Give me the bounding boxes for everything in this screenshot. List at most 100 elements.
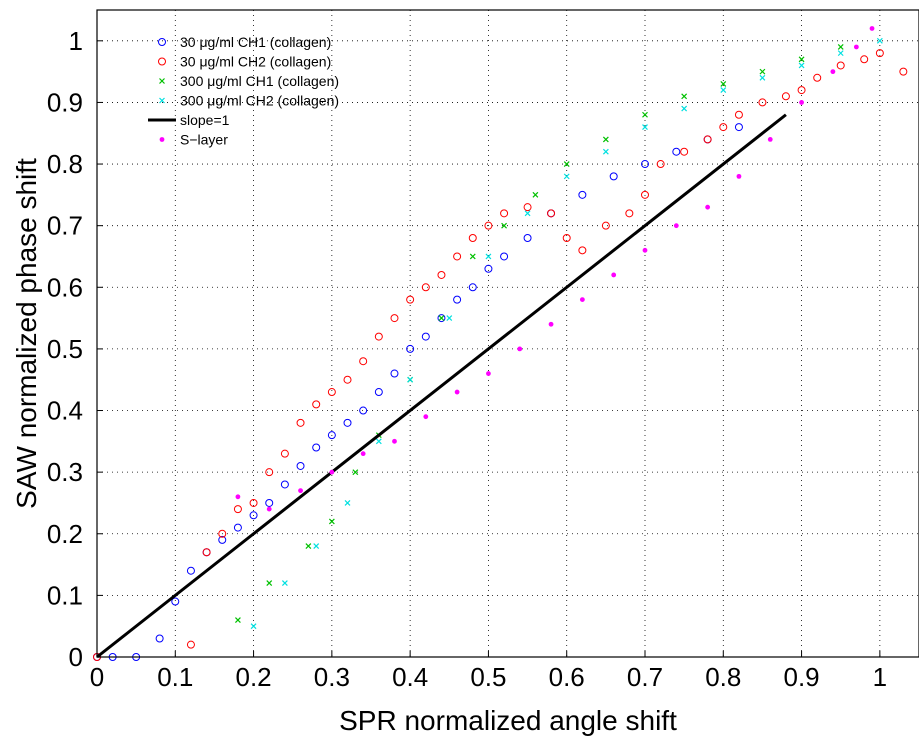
data-point <box>327 388 336 397</box>
data-point <box>344 500 351 506</box>
data-point <box>359 357 368 366</box>
data-point <box>673 223 679 229</box>
data-point <box>423 414 429 420</box>
data-point <box>705 204 711 210</box>
data-point <box>642 111 648 118</box>
legend-label: 30 μg/ml CH2 (collagen) <box>180 54 331 70</box>
data-point <box>186 640 195 649</box>
data-point <box>171 597 180 606</box>
data-point <box>392 438 397 444</box>
data-point <box>736 173 742 179</box>
data-point <box>734 123 743 132</box>
data-point <box>524 210 531 217</box>
data-point <box>860 55 869 64</box>
plot-frame <box>96 9 919 658</box>
data-point <box>517 346 523 352</box>
data-point <box>312 443 321 452</box>
legend-swatch <box>158 38 166 46</box>
data-point <box>758 98 767 107</box>
y-tick-label: 0.8 <box>47 149 83 179</box>
data-point <box>703 135 712 144</box>
y-tick-label: 0.9 <box>47 87 83 117</box>
data-point <box>159 78 165 84</box>
legend-swatch <box>159 97 165 104</box>
data-point <box>265 498 274 507</box>
data-point <box>484 264 493 273</box>
legend-label: S−layer <box>180 132 228 148</box>
y-tick-label: 0.5 <box>47 334 83 364</box>
legend-entry: slope=1 <box>148 112 230 128</box>
legend-label: slope=1 <box>180 112 230 128</box>
legend-entry: 300 μg/ml CH1 (collagen) <box>159 73 339 89</box>
data-point <box>312 400 321 409</box>
x-tick-label: 0.2 <box>235 662 271 692</box>
data-point <box>202 548 211 557</box>
data-point <box>798 62 805 69</box>
data-point <box>579 297 585 303</box>
x-tick-label: 0.4 <box>392 662 428 692</box>
y-tick-label: 0.7 <box>47 211 83 241</box>
data-point <box>853 44 859 50</box>
data-point <box>563 161 570 167</box>
data-point <box>523 233 532 242</box>
axis-ticks: 0 0.1 0.2 0.3 0.4 0.5 0.6 0.7 0.8 0.9 1 0 0.1 0.2 0.3 0… <box>47 26 887 692</box>
x-tick-label: 0.9 <box>783 662 819 692</box>
data-point <box>374 388 383 397</box>
data-point <box>486 371 491 376</box>
data-point <box>484 221 493 230</box>
data-point <box>159 137 165 142</box>
data-point <box>218 529 227 538</box>
data-point <box>313 543 320 550</box>
y-tick-label: 0.1 <box>47 580 83 610</box>
data-point <box>406 295 415 304</box>
data-point <box>734 110 743 119</box>
data-point <box>437 270 446 279</box>
y-tick-label: 1 <box>69 26 83 56</box>
series-line <box>96 113 787 659</box>
data-point <box>375 438 382 445</box>
data-point <box>681 93 688 100</box>
data-point <box>625 209 634 218</box>
x-axis-label: SPR normalized angle shift <box>339 705 677 736</box>
data-point <box>641 190 649 199</box>
data-point <box>767 137 773 142</box>
series-4 <box>96 113 787 659</box>
data-point <box>562 233 571 242</box>
data-point <box>641 160 649 169</box>
data-point <box>280 480 289 489</box>
y-axis-label: SAW normalized phase shift <box>11 158 42 509</box>
data-point <box>797 86 806 95</box>
y-tick-label: 0.2 <box>47 519 83 549</box>
data-point <box>296 418 305 427</box>
legend-entry: 300 μg/ml CH2 (collagen) <box>159 93 339 109</box>
data-point <box>266 506 272 512</box>
y-tick-label: 0.6 <box>47 272 83 302</box>
data-point <box>280 449 289 458</box>
data-point <box>360 451 366 457</box>
legend-swatch <box>158 57 166 66</box>
data-point <box>453 295 462 304</box>
data-point <box>759 68 766 75</box>
data-point <box>799 100 804 105</box>
legend-entry: S−layer <box>159 132 228 148</box>
legend-swatch <box>159 78 165 84</box>
data-point <box>837 44 844 50</box>
data-point <box>454 389 460 395</box>
data-point <box>468 283 477 292</box>
x-tick-label: 0 <box>90 662 104 692</box>
data-point <box>328 518 335 525</box>
data-point <box>523 203 532 212</box>
data-point <box>158 57 166 66</box>
legend: 30 μg/ml CH1 (collagen) 30 μg/ml CH2 (col… <box>148 34 339 148</box>
data-point <box>869 26 875 31</box>
data-point <box>681 105 688 112</box>
x-tick-label: 0.6 <box>549 662 585 692</box>
data-point <box>265 468 274 477</box>
data-point <box>446 315 453 322</box>
data-point <box>485 253 492 260</box>
data-point <box>233 505 242 514</box>
data-point <box>281 580 288 586</box>
data-point <box>563 173 570 180</box>
data-point <box>602 136 609 143</box>
